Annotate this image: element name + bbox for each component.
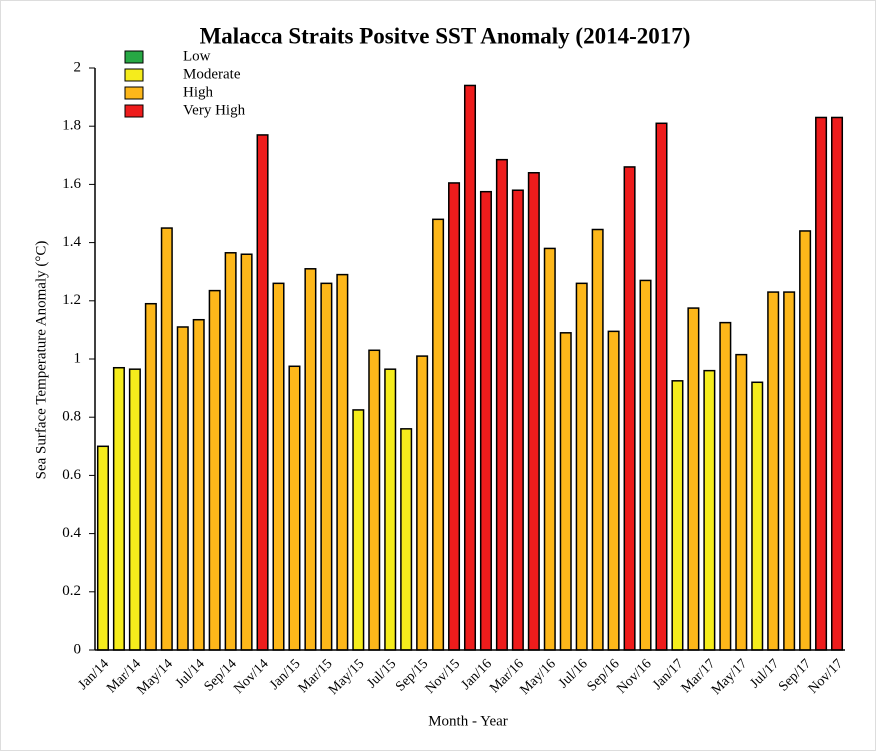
bar — [448, 182, 461, 651]
y-tick-label: 1.6 — [62, 176, 81, 192]
bar — [384, 368, 397, 651]
x-axis-label: Month - Year — [428, 713, 508, 729]
bar — [831, 116, 844, 651]
bar — [160, 227, 173, 651]
bar — [112, 366, 125, 651]
y-axis-label: Sea Surface Temperature Anomaly (°C) — [33, 241, 49, 480]
legend-label: Low — [183, 48, 211, 64]
bar — [288, 365, 301, 651]
bar — [368, 349, 381, 651]
bar — [432, 218, 445, 651]
bar — [751, 381, 764, 651]
y-tick-label: 1.4 — [62, 234, 81, 250]
bar — [144, 302, 157, 651]
bar — [416, 355, 429, 651]
y-tick-label: 0.4 — [62, 525, 81, 541]
bar — [527, 172, 540, 651]
bar — [128, 368, 141, 651]
bar — [575, 282, 588, 651]
bar — [607, 330, 620, 651]
legend-swatch — [124, 50, 144, 64]
bar — [463, 84, 477, 651]
y-tick-label: 2 — [74, 59, 82, 75]
bar — [511, 189, 524, 651]
legend-swatch — [124, 68, 144, 82]
y-tick-label: 1.8 — [62, 118, 81, 134]
bar — [208, 289, 221, 651]
legend-label: High — [183, 84, 214, 100]
legend-label: Very High — [183, 102, 246, 118]
bar — [272, 282, 285, 651]
bar — [735, 353, 748, 651]
bar — [703, 369, 716, 651]
y-tick-label: 1 — [74, 350, 82, 366]
y-tick-label: 0.8 — [62, 409, 81, 425]
bar — [559, 332, 572, 651]
bar — [799, 230, 812, 651]
legend-swatch — [124, 104, 144, 118]
bar — [224, 252, 237, 651]
bar — [352, 409, 365, 651]
bar — [767, 291, 780, 651]
bar — [815, 116, 828, 651]
chart-title: Malacca Straits Positve SST Anomaly (201… — [200, 23, 691, 48]
y-tick-label: 0.6 — [62, 467, 81, 483]
bar — [591, 228, 604, 651]
bar — [256, 134, 269, 651]
bar — [176, 326, 189, 651]
bar — [304, 268, 317, 651]
bar — [495, 158, 508, 651]
bar — [96, 445, 109, 651]
bar — [320, 282, 333, 651]
bar — [671, 380, 684, 651]
y-tick-label: 1.2 — [62, 292, 81, 308]
bar — [655, 122, 668, 651]
bar — [639, 279, 652, 651]
legend-swatch — [124, 86, 144, 100]
bar — [192, 318, 205, 651]
bar — [400, 428, 413, 651]
y-tick-label: 0.2 — [62, 583, 81, 599]
bar — [783, 291, 796, 651]
bar — [687, 307, 700, 651]
bar — [543, 247, 556, 651]
bar — [479, 190, 492, 651]
y-tick-label: 0 — [74, 641, 82, 657]
legend-label: Moderate — [183, 66, 241, 82]
bar — [719, 321, 732, 651]
bar — [336, 273, 349, 651]
bar — [240, 253, 253, 651]
bar — [623, 166, 636, 651]
